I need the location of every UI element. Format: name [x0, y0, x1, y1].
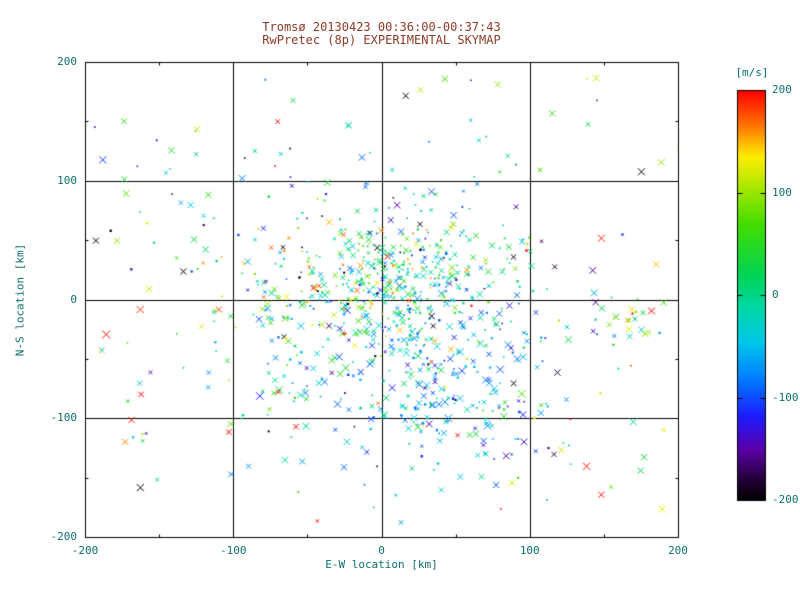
x-axis-label: E-W location [km]: [325, 558, 438, 571]
plot-subtitle: RwPretec (8p) EXPERIMENTAL SKYMAP: [262, 33, 501, 47]
y-axis-label: N-S location [km]: [13, 243, 27, 357]
y-tick-label: 200: [57, 55, 77, 68]
y-tick-label: 0: [70, 292, 77, 306]
colorbar-tick-label: -200: [772, 493, 799, 506]
y-tick-label: 100: [57, 173, 77, 187]
colorbar-tick-label: 0: [772, 288, 779, 301]
colorbar-tick-label: -100: [772, 390, 799, 404]
x-tick-label: -200: [71, 544, 99, 557]
y-tick-label: -100: [50, 411, 78, 425]
colorbar-unit-label: [m/s]: [735, 66, 769, 79]
x-tick-label: -100: [220, 544, 247, 557]
x-tick-label: 100: [519, 544, 540, 557]
colorbar-tick-label: 200: [772, 83, 792, 96]
plot-title: Tromsø 20130423 00:36:00-00:37:43: [262, 20, 501, 34]
y-tick-label: -200: [50, 530, 78, 543]
x-tick-label: 200: [668, 544, 688, 557]
x-tick-label: 0: [378, 544, 385, 557]
colorbar-tick-label: 100: [772, 185, 792, 199]
